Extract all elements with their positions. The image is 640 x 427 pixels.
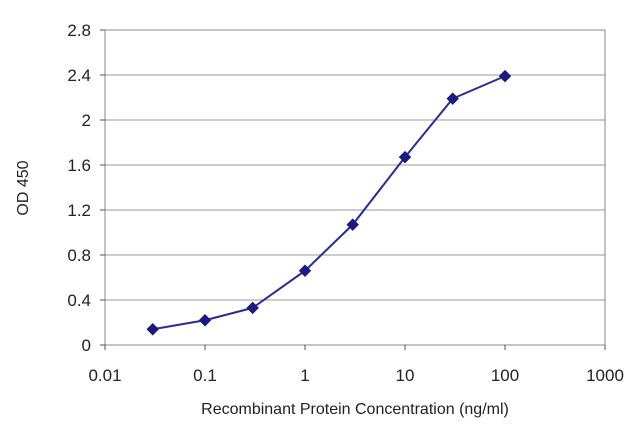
x-tick-label: 0.1 [193, 366, 217, 385]
series-line [152, 75, 506, 331]
data-point-marker [398, 150, 412, 164]
data-point-marker [146, 323, 159, 336]
y-tick-label: 0.8 [67, 246, 91, 265]
plot-area-frame [104, 29, 606, 346]
y-tick-label: 2.8 [67, 21, 91, 40]
y-tick-label: 1.2 [67, 201, 91, 220]
data-point-marker [498, 69, 512, 83]
series-layer [146, 69, 512, 336]
y-tick-label: 1.6 [67, 156, 91, 175]
gridlines [105, 74, 605, 301]
y-tick-label: 2 [82, 111, 91, 130]
x-axis-title: Recombinant Protein Concentration (ng/ml… [201, 401, 509, 418]
data-point-marker [346, 218, 359, 231]
data-point-marker [298, 264, 312, 277]
data-point-marker [198, 314, 212, 327]
data-point-marker [246, 301, 259, 315]
data-point-marker [446, 92, 459, 105]
y-axis-ticks: 0 0.4 0.8 1.2 1.6 2 2.4 2.8 [67, 21, 105, 355]
x-tick-label: 100 [491, 366, 519, 385]
x-tick-label: 10 [396, 366, 415, 385]
y-tick-label: 0.4 [67, 291, 91, 310]
x-tick-label: 1 [300, 366, 309, 385]
y-tick-label: 2.4 [67, 66, 91, 85]
y-tick-label: 0 [82, 336, 91, 355]
x-axis-ticks: 0.01 0.1 1 10 100 1000 [88, 345, 624, 385]
x-tick-label: 1000 [586, 366, 624, 385]
x-tick-label: 0.01 [88, 366, 121, 385]
y-axis-title: OD 450 [15, 160, 32, 215]
